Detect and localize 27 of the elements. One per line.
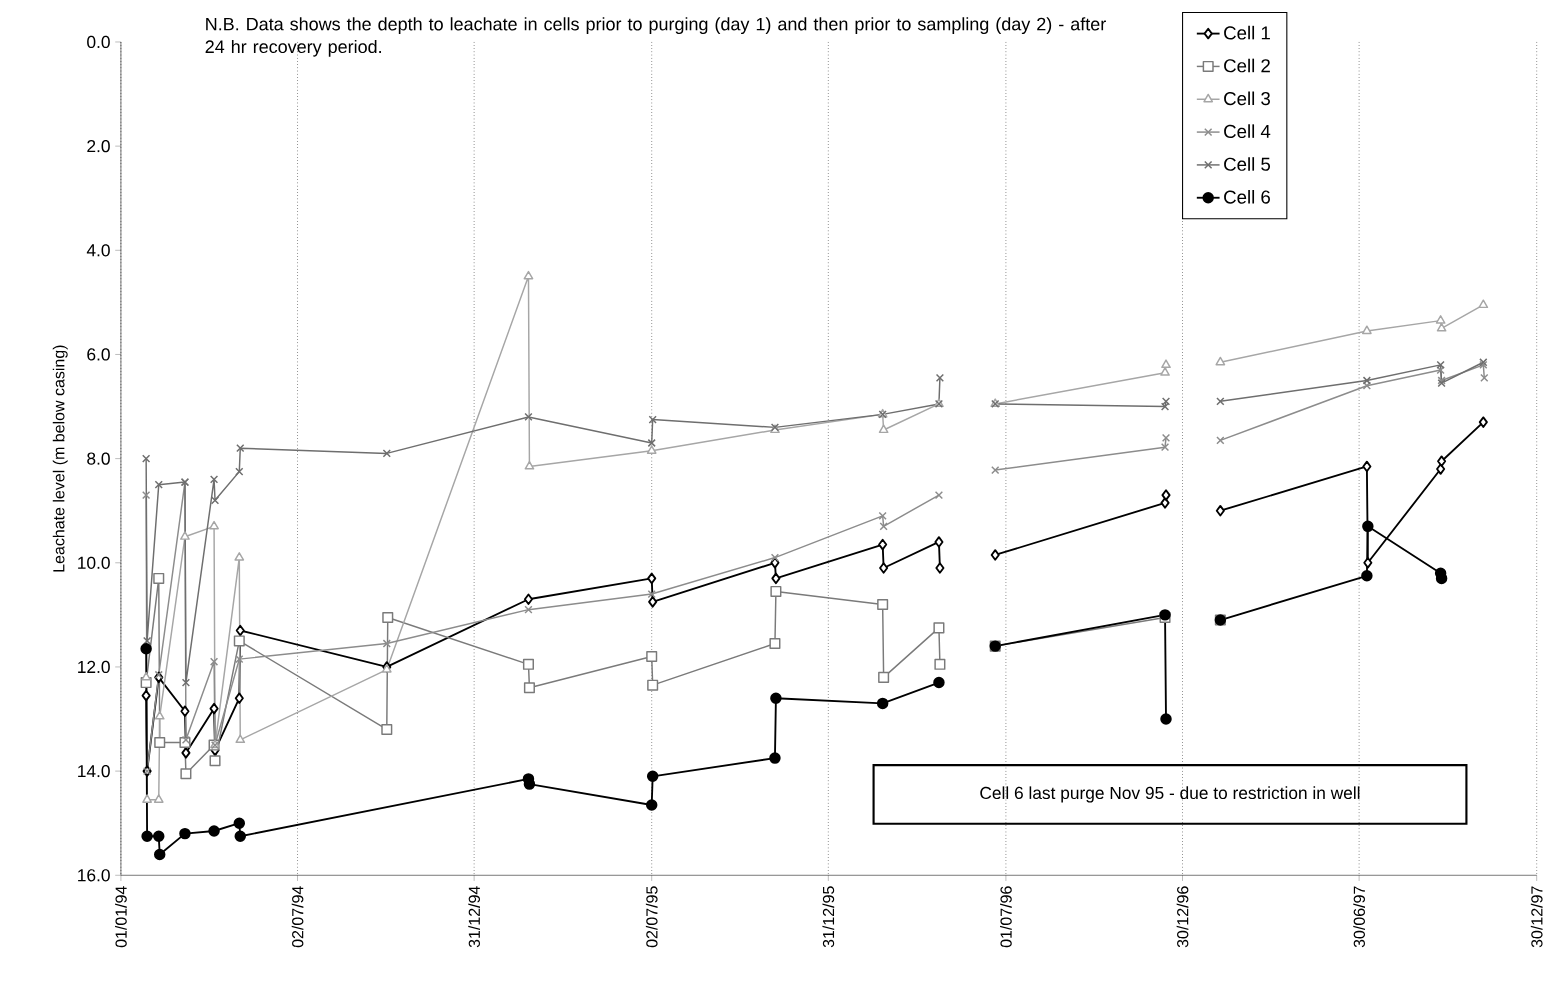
y-tick-label: 8.0 [87, 452, 110, 465]
y-tick-label: 12.0 [78, 660, 110, 673]
y-tick-label: 10.0 [78, 556, 110, 569]
x-tick-label: 30/12/96 [1176, 886, 1189, 948]
legend-label: Cell 4 [1224, 124, 1271, 138]
legend-label: Cell 2 [1224, 58, 1270, 73]
annotation: N.B. Data shows the depth to leachate in cells prior to purging (day 1) and then prior to sampling (day 2) - after 24 hr recovery period. [205, 17, 1106, 57]
y-axis-title: Leachate level (m below casing) [52, 345, 68, 572]
y-tick-label: 4.0 [86, 244, 110, 257]
x-tick-label: 30/06/97 [1353, 886, 1365, 948]
y-tick-label: 0.0 [87, 35, 110, 49]
legend-label: Cell 3 [1224, 91, 1270, 106]
y-tick-label: 14.0 [78, 764, 110, 778]
x-tick-label: 30/12/97 [1530, 886, 1543, 948]
x-tick-label: 01/01/94 [115, 886, 127, 948]
legend-label: Cell 6 [1224, 189, 1270, 204]
y-tick-label: 2.0 [87, 139, 110, 153]
x-tick-label: 31/12/94 [468, 886, 480, 948]
legend-label: Cell 1 [1224, 25, 1270, 40]
x-tick-label: 31/12/95 [822, 886, 835, 948]
x-tick-label: 02/07/94 [291, 886, 304, 948]
x-tick-label: 02/07/95 [645, 886, 658, 948]
legend-label: Cell 5 [1224, 157, 1271, 171]
y-tick-label: 6.0 [87, 348, 110, 361]
annotation: Cell 6 last purge Nov 95 - due to restriction in well [980, 786, 1360, 803]
x-tick-label: 01/07/96 [1000, 886, 1012, 948]
y-tick-label: 16.0 [78, 869, 110, 882]
